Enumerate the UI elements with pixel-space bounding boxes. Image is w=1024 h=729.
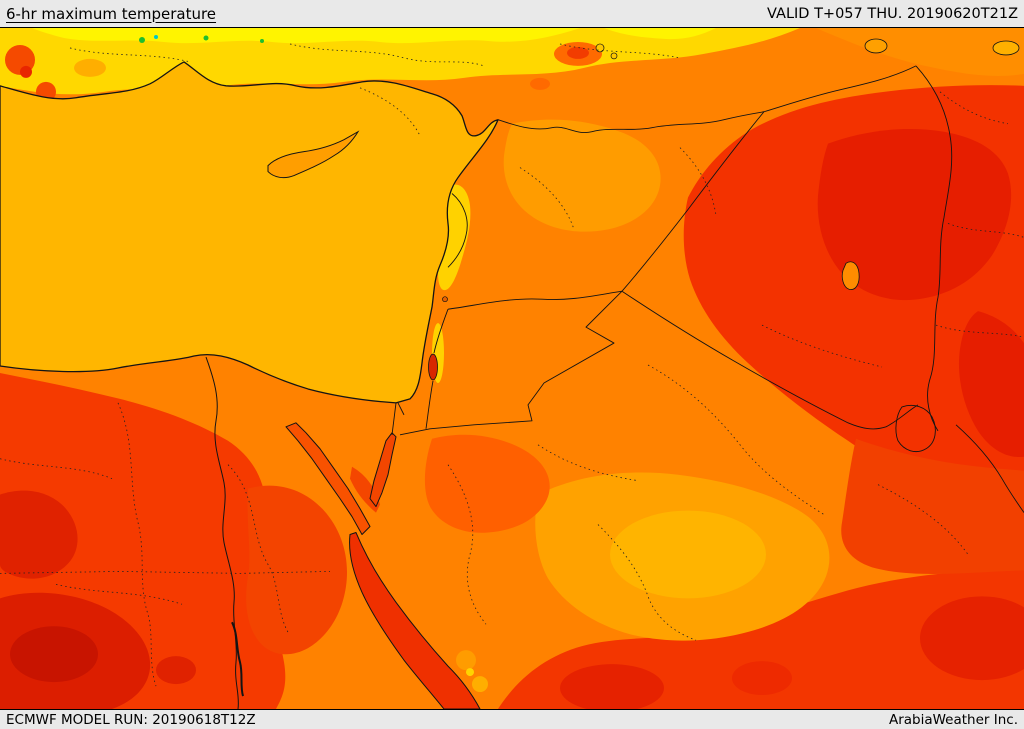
red-sea <box>349 532 481 709</box>
model-run-label: ECMWF MODEL RUN: 20190618T12Z <box>6 711 256 728</box>
turkey-lake-2 <box>610 52 618 60</box>
lake-van <box>864 38 888 54</box>
map-title: 6-hr maximum temperature <box>6 4 217 23</box>
gulf-of-aqaba <box>369 432 397 508</box>
border-turkey-syria <box>497 65 917 133</box>
lake-nasser <box>231 621 244 697</box>
persian-gulf-coast <box>955 424 1024 513</box>
valid-time-label: VALID T+057 THU. 20190620T21Z <box>767 5 1018 22</box>
kuwait-outline <box>895 404 936 452</box>
border-syria-iraq <box>621 111 765 292</box>
jordan-valley-line-south <box>425 380 434 429</box>
footer-bar: ECMWF MODEL RUN: 20190618T12Z ArabiaWeat… <box>0 710 1024 729</box>
jordan-valley-line-north <box>433 309 449 354</box>
rivers <box>205 356 244 709</box>
map-canvas <box>0 27 1024 710</box>
country-borders <box>391 65 1024 513</box>
border-syria-jordan <box>447 290 623 310</box>
lake-tharthar <box>841 261 860 290</box>
sea-surfaces <box>0 61 499 709</box>
border-iraq-iran <box>915 65 953 432</box>
mediterranean-sea <box>0 61 499 404</box>
cyprus-island <box>267 130 360 179</box>
vegetation-specks <box>139 34 264 43</box>
nile-river <box>205 356 239 709</box>
gulf-of-suez <box>285 422 371 536</box>
border-iraq-saudi <box>621 290 919 430</box>
admin-boundaries-dotted <box>0 43 1024 687</box>
lake-urmia <box>992 40 1020 56</box>
sea-of-galilee <box>442 296 448 303</box>
border-israel-egypt <box>391 402 397 435</box>
credit-label: ArabiaWeather Inc. <box>888 711 1018 728</box>
header-bar: 6-hr maximum temperature VALID T+057 THU… <box>0 0 1024 27</box>
border-jordan-saudi <box>399 290 623 436</box>
dead-sea <box>428 353 438 381</box>
red-sea-warm-spots <box>456 650 488 693</box>
weather-map-svg <box>0 28 1024 709</box>
gaza-line <box>397 402 405 416</box>
temperature-field <box>0 28 1024 709</box>
border-lebanon <box>447 193 468 268</box>
